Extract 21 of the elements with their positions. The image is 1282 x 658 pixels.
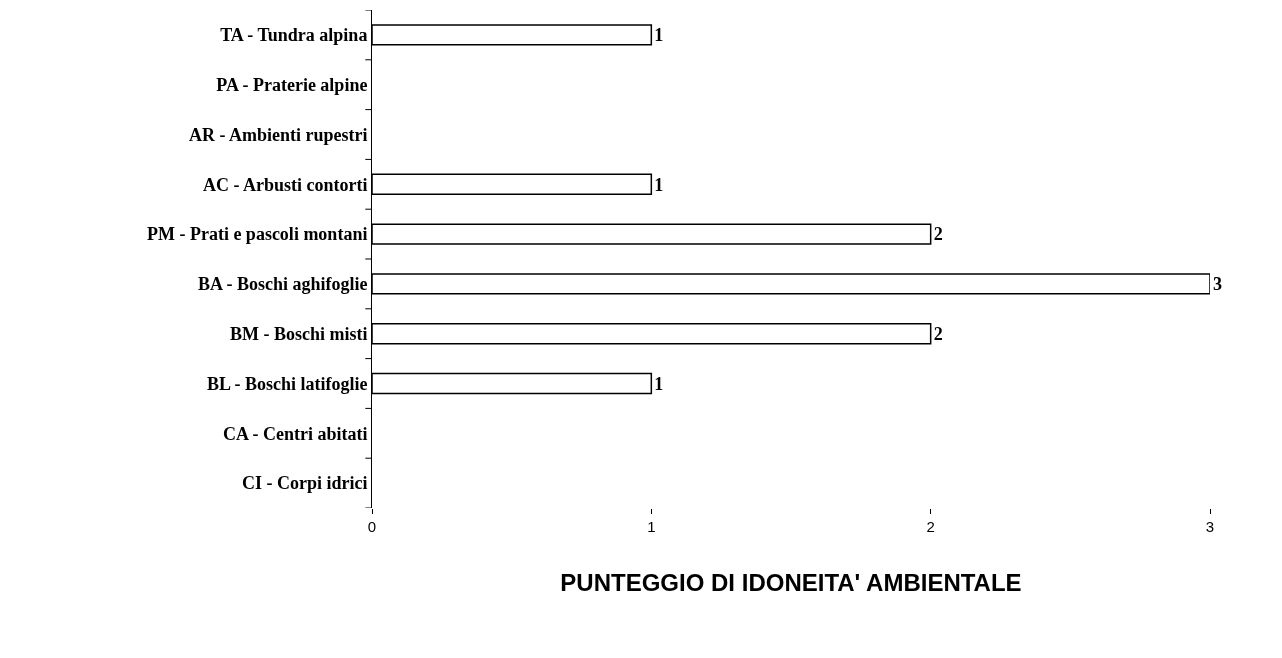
y-tick-label: BL - Boschi latifoglie bbox=[206, 373, 368, 394]
y-tick-label: PM - Prati e pascoli montani bbox=[146, 224, 368, 245]
data-label: 2 bbox=[933, 224, 943, 245]
y-tick-label: BA - Boschi aghifoglie bbox=[197, 274, 368, 295]
x-tick-label: 0 bbox=[367, 518, 377, 535]
y-tick-label: AC - Arbusti contorti bbox=[202, 174, 368, 195]
data-label: 3 bbox=[1213, 274, 1223, 295]
x-tick-label: 3 bbox=[1205, 518, 1215, 535]
y-tick-label: TA - Tundra alpina bbox=[220, 25, 368, 46]
data-label: 1 bbox=[654, 25, 664, 46]
y-tick-label: BM - Boschi misti bbox=[229, 324, 368, 344]
x-tick-label: 2 bbox=[926, 518, 935, 535]
y-tick-label: PA - Praterie alpine bbox=[216, 75, 368, 95]
data-label: 2 bbox=[933, 324, 943, 345]
x-axis-title: PUNTEGGIO DI IDONEITA' AMBIENTALE bbox=[560, 569, 1022, 597]
data-label: 1 bbox=[654, 373, 664, 394]
y-tick-label: AR - Ambienti rupestri bbox=[188, 124, 368, 145]
data-label: 1 bbox=[654, 174, 664, 195]
y-tick-label: CA - Centri abitati bbox=[222, 423, 368, 444]
y-tick-label: CI - Corpi idrici bbox=[241, 473, 368, 494]
x-tick-label: 1 bbox=[647, 518, 656, 535]
